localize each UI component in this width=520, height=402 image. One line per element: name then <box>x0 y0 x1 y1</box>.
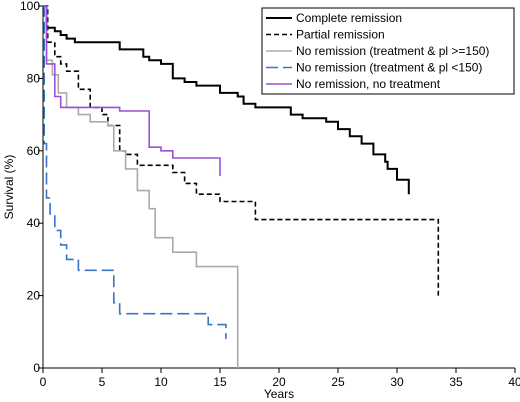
x-axis-ticks: 0 5 10 15 20 25 30 35 40 <box>40 368 520 389</box>
x-tick-label: 10 <box>154 375 168 389</box>
x-tick-label: 30 <box>390 375 404 389</box>
y-tick-label: 100 <box>20 0 40 13</box>
x-tick-label: 35 <box>449 375 463 389</box>
legend-label-5: No remission, no treatment <box>296 77 441 91</box>
series-line-2 <box>43 5 440 296</box>
legend-label-3: No remission (treatment & pl >=150) <box>296 44 489 58</box>
y-tick-label: 80 <box>27 71 41 85</box>
y-tick-label: 60 <box>27 144 41 158</box>
y-tick-label: 20 <box>27 289 41 303</box>
y-tick-label: 0 <box>33 361 40 375</box>
legend-label-4: No remission (treatment & pl <150) <box>296 61 482 75</box>
x-tick-label: 25 <box>331 375 345 389</box>
x-tick-label: 0 <box>40 375 47 389</box>
legend-label-1: Complete remission <box>296 11 402 25</box>
x-tick-label: 5 <box>99 375 106 389</box>
legend-label-2: Partial remission <box>296 28 385 42</box>
series-line-4 <box>43 5 227 339</box>
legend-box <box>261 7 515 95</box>
x-tick-label: 15 <box>213 375 227 389</box>
y-axis-ticks: 0 20 40 60 80 100 <box>20 0 43 375</box>
legend: Complete remission Partial remission No re… <box>261 7 515 95</box>
series-lines <box>43 5 440 368</box>
y-tick-label: 40 <box>27 216 41 230</box>
x-axis-label: Years <box>264 387 294 401</box>
y-axis-label: Survival (%) <box>2 155 16 220</box>
x-tick-label: 20 <box>272 375 286 389</box>
series-line-3 <box>43 5 239 368</box>
series-line-5 <box>43 5 221 177</box>
x-tick-label: 40 <box>508 375 520 389</box>
series-line-1 <box>43 5 410 195</box>
